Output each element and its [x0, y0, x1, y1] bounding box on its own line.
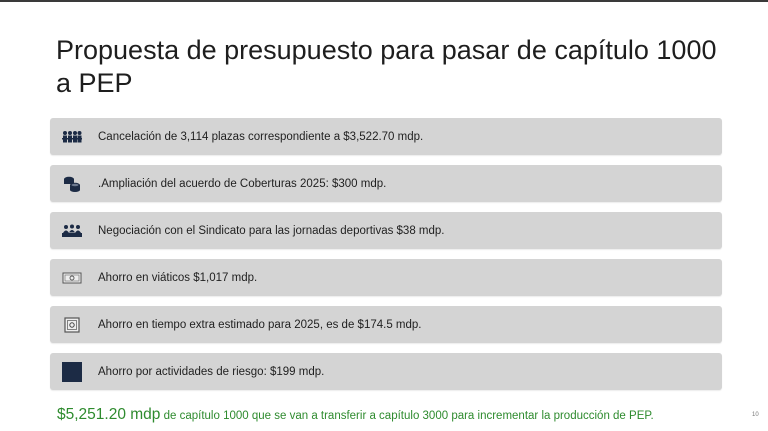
list-item: Ahorro en viáticos $1,017 mdp. — [50, 259, 722, 296]
meeting-group-icon — [61, 221, 83, 241]
coins-stack-icon — [61, 174, 83, 194]
footer-amount: $5,251.20 mdp — [57, 406, 161, 423]
people-group-icon — [61, 127, 83, 147]
item-label: Ahorro en tiempo extra estimado para 202… — [98, 318, 422, 331]
item-label: Negociación con el Sindicato para las jo… — [98, 224, 445, 237]
list-item: .Ampliación del acuerdo de Coberturas 20… — [50, 165, 722, 202]
money-bill-icon — [61, 268, 83, 288]
item-label: Cancelación de 3,114 plazas correspondie… — [98, 130, 424, 143]
list-item: Ahorro por actividades de riesgo: $199 m… — [50, 353, 722, 390]
page-number: 10 — [752, 412, 759, 418]
list-item: Ahorro en tiempo extra estimado para 202… — [50, 306, 722, 343]
footer-text: de capítulo 1000 que se van a transferir… — [160, 410, 654, 422]
top-rule — [0, 0, 768, 2]
item-label: Ahorro por actividades de riesgo: $199 m… — [98, 365, 325, 378]
item-label: .Ampliación del acuerdo de Coberturas 20… — [98, 177, 387, 190]
list-item: Negociación con el Sindicato para las jo… — [50, 212, 722, 249]
items-list: Cancelación de 3,114 plazas correspondie… — [50, 118, 722, 400]
safe-box-icon — [61, 315, 83, 335]
list-item: Cancelación de 3,114 plazas correspondie… — [50, 118, 722, 155]
footer-summary: $5,251.20 mdp de capítulo 1000 que se va… — [57, 406, 757, 424]
item-label: Ahorro en viáticos $1,017 mdp. — [98, 271, 258, 284]
dark-square-icon — [61, 361, 83, 382]
slide-title: Propuesta de presupuesto para pasar de c… — [56, 35, 717, 98]
